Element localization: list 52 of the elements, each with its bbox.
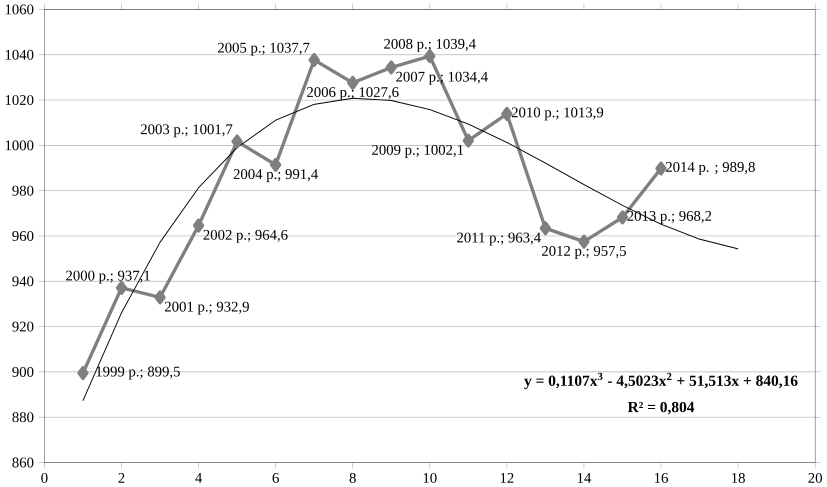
point <box>616 210 628 224</box>
y-tick-label: 980 <box>12 186 34 196</box>
x-tick-label: 20 <box>808 472 822 483</box>
y-tick-label: 1000 <box>6 140 34 150</box>
y-tick-label: 860 <box>12 457 34 468</box>
point <box>462 133 474 148</box>
data-label: 2012 р.; 957,5 <box>542 246 626 259</box>
text: y = 0,1107x$^{3}$ - 4,5023x$^{2}$ + 51,513x + 840,16 <box>524 372 798 389</box>
data-label: 2006 р.; 1027,6 <box>307 86 399 100</box>
x-tick-label: 4 <box>195 472 202 482</box>
point <box>308 52 320 67</box>
point <box>231 134 243 148</box>
x-tick-label: 12 <box>500 472 514 483</box>
x-tick-label: 18 <box>732 472 745 483</box>
x-tick-label: 6 <box>272 472 279 483</box>
x-tick-label: 10 <box>424 472 437 483</box>
y-tick-label: 960 <box>12 230 34 241</box>
data-label: 2007 р.; 1034,4 <box>396 72 488 84</box>
point <box>192 218 204 232</box>
data-label: 2014 р. ; 989,8 <box>666 162 755 175</box>
data-label: 2002 р.; 964,6 <box>204 230 288 243</box>
point <box>578 234 590 248</box>
point <box>386 60 397 74</box>
x-tick-label: 0 <box>41 472 48 483</box>
data-label: 2001 р.; 932,9 <box>164 301 249 314</box>
annotation: R² = 0,804 <box>628 402 694 414</box>
point <box>270 158 282 172</box>
data-label: 2008 р.; 1039,4 <box>384 38 476 52</box>
point <box>501 106 513 121</box>
data-label: 2010 р.; 1013,9 <box>512 107 604 120</box>
point <box>540 221 552 236</box>
y-tick-label: 900 <box>12 366 34 377</box>
y-tick-label: 1020 <box>6 94 34 105</box>
data-label: 2004 р.; 991,4 <box>234 168 318 182</box>
y-tick-label: 920 <box>12 321 34 332</box>
x-tick-label: 2 <box>118 472 124 483</box>
y-tick-label: 940 <box>12 276 34 286</box>
data-label: 2009 р.; 1002,1 <box>372 144 464 158</box>
point <box>347 76 358 90</box>
y-tick-label: 1060 <box>6 4 34 14</box>
data-label: 1999 р.; 899,5 <box>96 366 180 380</box>
x-tick-label: 8 <box>350 472 356 483</box>
y-tick-label: 1040 <box>6 50 34 60</box>
point <box>154 290 166 304</box>
point <box>77 366 89 380</box>
x-tick-label: 14 <box>578 472 592 483</box>
x-tick-label: 16 <box>654 472 668 483</box>
data-label: 2003 р.; 1001,7 <box>140 124 232 138</box>
y-tick-label: 880 <box>12 412 34 422</box>
point <box>655 161 667 176</box>
data-label: 2005 р.; 1037,7 <box>218 42 310 56</box>
data-label: 2011 р.; 963,4 <box>457 232 541 246</box>
